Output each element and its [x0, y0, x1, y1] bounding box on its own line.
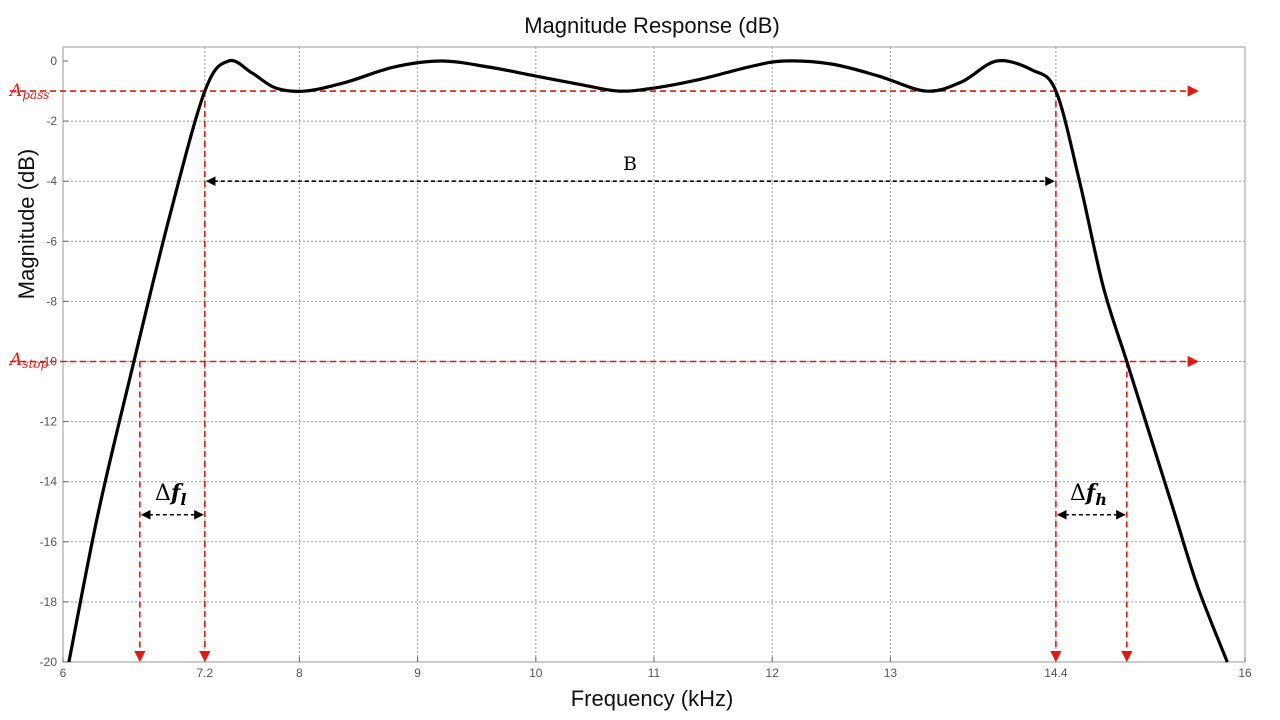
a-stop-label-main: A — [8, 350, 22, 370]
bandwidth-label: B — [623, 153, 637, 175]
a-stop-label-sub: stop — [22, 357, 48, 371]
grid — [63, 47, 1245, 662]
y-tick-label: -12 — [40, 415, 58, 429]
x-tick-label: 8 — [296, 666, 303, 680]
x-tick-label: 12 — [766, 666, 780, 680]
y-tick-label: -2 — [46, 114, 57, 128]
delta-fh-label-delta: Δ — [1070, 481, 1086, 506]
y-tick-label: -6 — [46, 234, 57, 248]
delta-fl-label: Δfl — [155, 480, 186, 509]
y-tick-label: -20 — [40, 655, 58, 669]
a-pass-label-sub: pass — [22, 88, 49, 102]
x-tick-label: 14.4 — [1044, 666, 1068, 680]
x-tick-label: 7.2 — [196, 666, 213, 680]
axis-ticks: 6 7.2 8 9 10 11 12 13 14.4 16 0 -2 -4 -6 -8 -10 -12 -14 -1… — [40, 54, 1252, 680]
y-tick-label: -10 — [40, 355, 58, 369]
y-axis-label: Magnitude (dB) — [14, 149, 39, 299]
x-tick-label: 16 — [1238, 666, 1252, 680]
y-tick-label: -8 — [46, 294, 57, 308]
magnitude-curve — [67, 58, 1229, 663]
delta-fh-label: Δfh — [1070, 480, 1107, 509]
x-axis-label: Frequency (kHz) — [571, 686, 734, 711]
delta-fl-label-sub: l — [180, 490, 186, 509]
a-stop-label: Astop — [8, 350, 48, 371]
x-tick-label: 9 — [414, 666, 421, 680]
delta-fh-label-sub: h — [1095, 490, 1107, 509]
x-tick-label: 10 — [529, 666, 543, 680]
x-tick-label: 13 — [884, 666, 898, 680]
y-tick-label: -18 — [40, 595, 58, 609]
x-tick-label: 11 — [648, 666, 661, 680]
y-tick-label: -4 — [46, 174, 57, 188]
x-tick-label: 6 — [60, 666, 67, 680]
a-pass-label: Apass — [8, 81, 49, 102]
delta-fl-label-delta: Δ — [155, 481, 171, 506]
delta-fl-label-f: f — [169, 480, 184, 506]
y-tick-label: 0 — [50, 54, 57, 68]
annotations — [10, 85, 1199, 663]
y-tick-label: -16 — [40, 535, 58, 549]
a-pass-label-main: A — [8, 81, 22, 101]
delta-fh-label-f: f — [1084, 480, 1099, 506]
y-tick-label: -14 — [40, 475, 58, 489]
chart-title: Magnitude Response (dB) — [524, 13, 780, 38]
